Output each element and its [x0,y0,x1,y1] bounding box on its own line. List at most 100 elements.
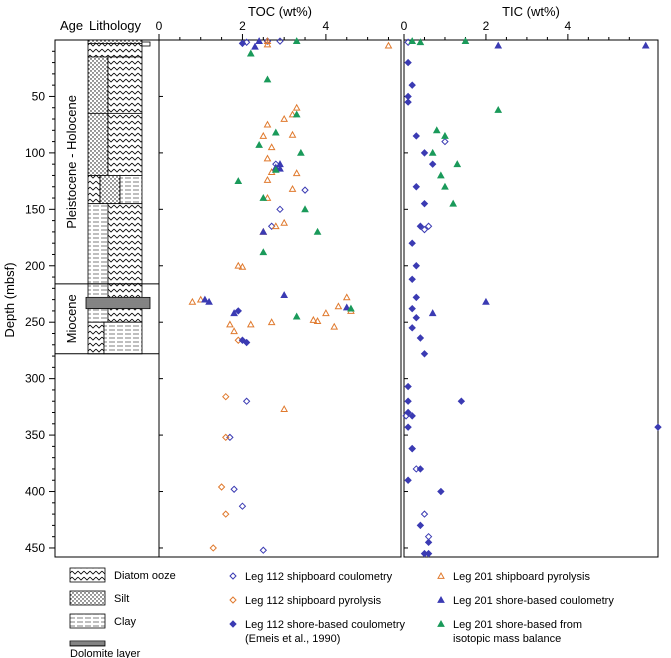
toc-point [309,315,318,323]
tic-point [437,487,445,496]
y-tick-label: 450 [25,541,45,555]
y-axis-label: Depth (mbsf) [2,262,17,337]
tic-title: TIC (wt%) [502,4,560,19]
y-tick-label: 100 [25,146,45,160]
tic-point [404,408,412,417]
toc-point [342,293,351,301]
toc-point [271,222,280,230]
toc-point [251,42,259,50]
tic-point [420,199,429,208]
toc-point [267,318,276,326]
toc-point [242,38,251,46]
toc-point [246,320,255,328]
toc-point [201,295,209,303]
toc-point [259,546,268,554]
lith-unit [87,321,105,355]
tic-point [408,444,416,453]
toc-point [267,222,276,230]
toc-point [292,169,301,177]
lith-unit [107,112,143,176]
toc-point [263,154,272,162]
tic-point [404,98,412,106]
legend-label: Dolomite layer [70,648,141,658]
tic-point [654,423,662,431]
tic-point [404,397,412,405]
toc-point [259,131,268,139]
legend-swatch-silt [69,590,106,606]
tic-x-tick-label: 0 [401,19,408,33]
tic-point [416,38,425,46]
toc-point [246,49,255,57]
toc-point [280,114,289,122]
toc-point [322,309,330,317]
tic-point [416,334,425,342]
lithology-legend: Diatom ooze Silt Clay Dolomite layer [69,567,176,658]
tic-point [428,309,437,317]
series-legend: Leg 112 shipboard coulometry Leg 112 ship… [229,571,614,645]
toc-point [242,338,251,347]
tic-point [494,41,503,49]
toc-point [230,327,238,335]
legend-series-label: (Emeis et al., 1990) [245,633,340,645]
tic-point [441,131,449,139]
toc-title: TOC (wt%) [248,4,312,19]
toc-point [263,120,272,128]
lith-unit [107,56,143,114]
toc-point [226,320,234,328]
tic-point [404,58,412,67]
toc-point [263,194,272,201]
tic-point [441,182,449,190]
legend-marker [229,620,237,628]
toc-point [263,37,272,45]
y-tick-label: 200 [25,259,45,273]
legend-swatch-diatom [69,567,106,583]
toc-point [342,303,351,311]
tic-point [408,37,417,45]
toc-x-tick-label: 2 [239,19,246,33]
legend-label: Silt [114,593,129,605]
y-tick-label: 250 [25,315,45,329]
toc-point [230,485,238,493]
legend-marker [437,619,445,627]
tic-point [416,465,425,473]
legend-series-label: Leg 201 shipboard pyrolysis [453,571,590,583]
tic-x-tick-label: 4 [565,19,572,33]
toc-point [263,40,272,48]
toc-point [280,218,289,226]
tic-point [457,397,466,405]
legend-series-label: Leg 201 shore-based from [453,619,582,631]
toc-point [259,227,268,235]
tic-point [424,538,433,547]
toc-point [276,205,284,214]
toc-point [234,261,243,269]
tic-point [416,521,425,530]
toc-point [288,110,297,118]
tic-point [449,199,458,207]
age-header: Age [60,18,83,33]
toc-point [234,307,242,315]
y-tick-label: 300 [25,372,45,386]
lith-unit [87,308,109,323]
toc-point [276,37,284,45]
tic-point [482,297,490,305]
toc-point [263,75,272,83]
tic-point [494,105,503,113]
toc-point [222,510,230,518]
tic-x-tick-label: 2 [483,19,490,33]
toc-point [334,302,343,310]
y-tick-label: 400 [25,485,45,499]
toc-point [242,397,251,405]
legend-label: Clay [114,616,137,628]
tic-point [641,41,650,49]
y-tick-label: 350 [25,428,45,442]
tic-point [453,160,462,168]
legend-series-label: Leg 112 shipboard pyrolysis [245,595,382,607]
toc-point [222,392,230,401]
tic-point [404,382,412,391]
lith-unit [87,42,143,58]
tic-point [412,132,420,140]
tic-point [408,324,416,332]
age-label: Miocene [64,294,79,343]
lith-unit [99,175,121,205]
toc-point [188,297,197,305]
